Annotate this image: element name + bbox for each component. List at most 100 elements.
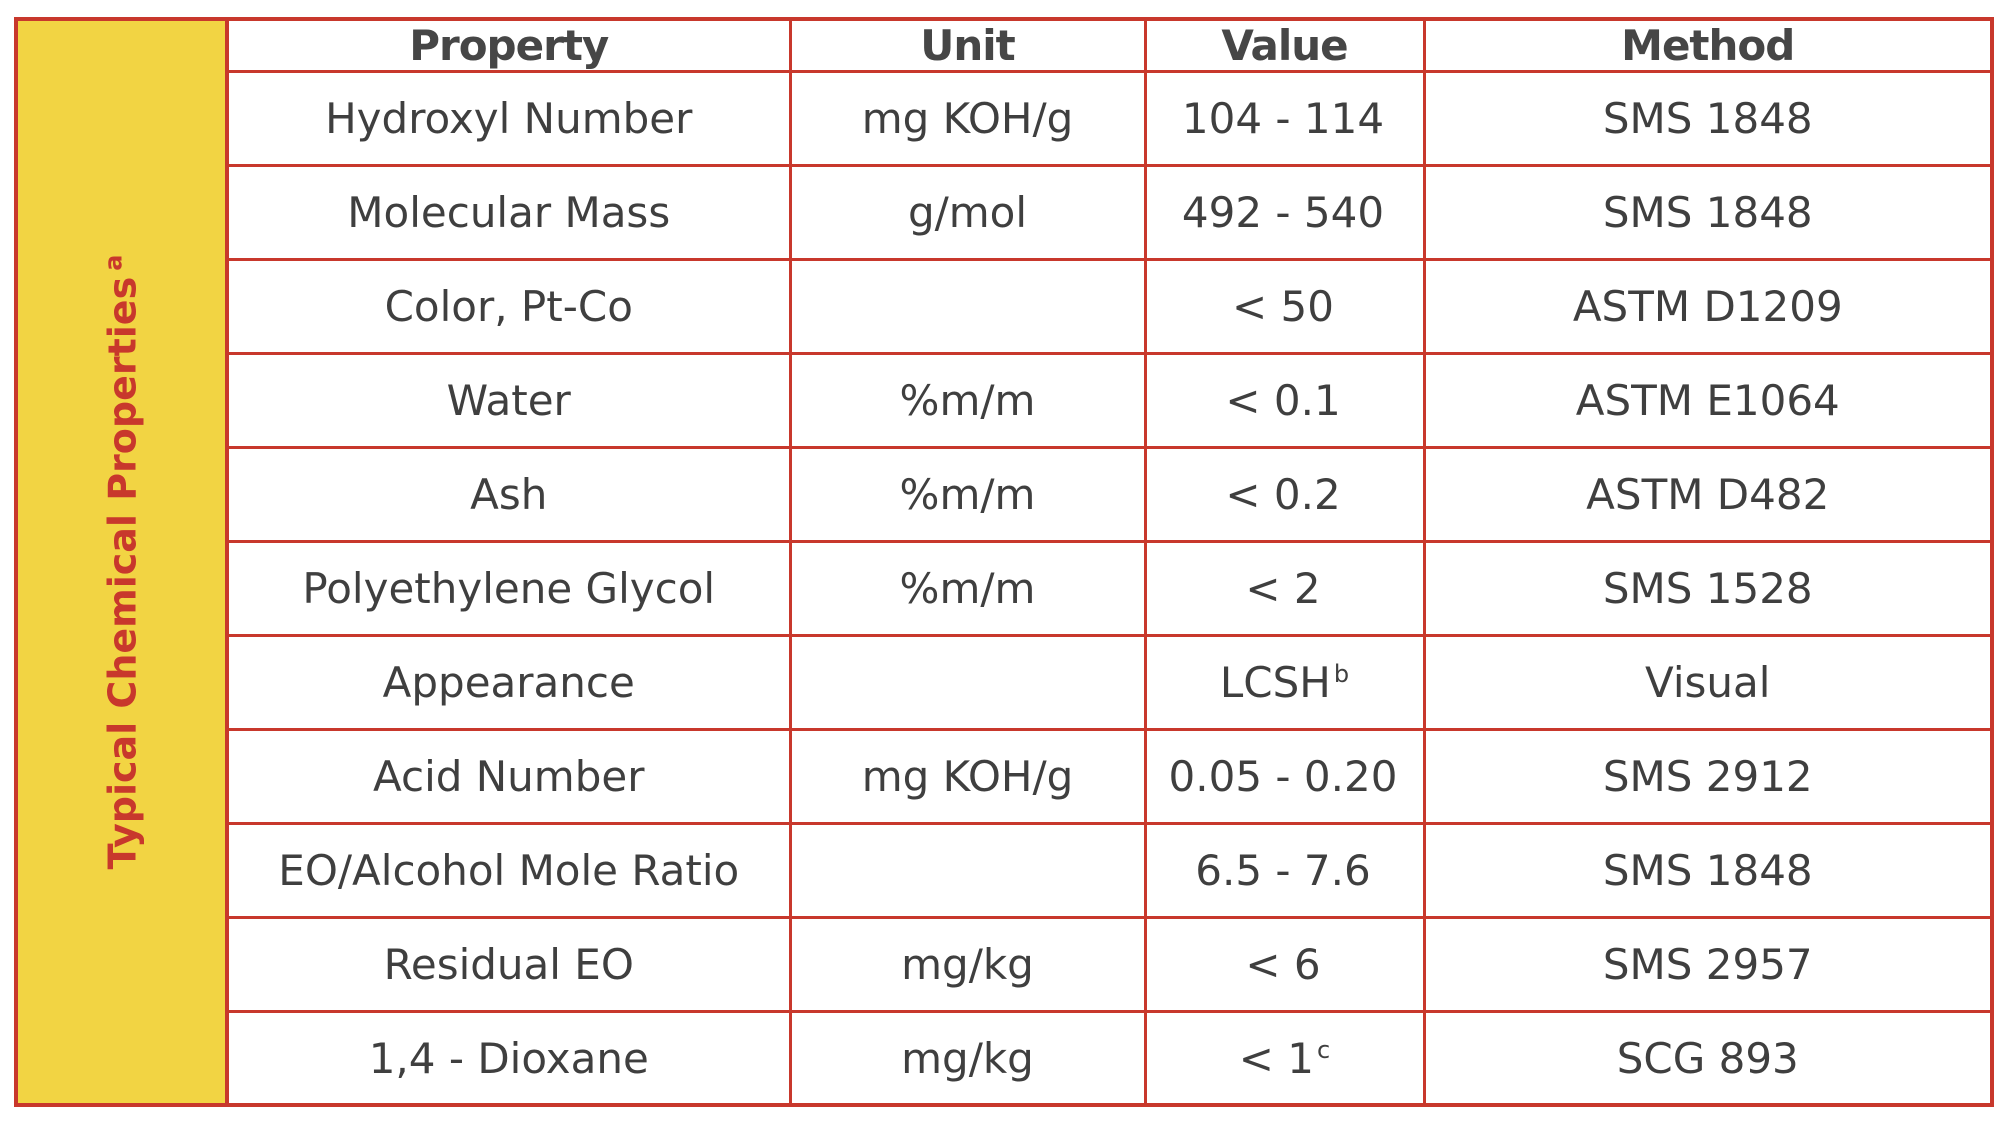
- unit-cell: %m/m: [788, 540, 1147, 638]
- value-cell: LCSH b: [1143, 634, 1426, 732]
- unit-cell: [788, 258, 1147, 356]
- property-cell: Water: [229, 352, 792, 450]
- properties-table: Property Unit Value Method Hydroxyl Numb…: [229, 21, 1990, 1103]
- unit-cell: %m/m: [788, 446, 1147, 544]
- value-cell: < 6: [1143, 916, 1426, 1014]
- unit-cell-text: mg/kg: [901, 940, 1034, 990]
- property-cell: Molecular Mass: [229, 164, 792, 262]
- table-row: Acid Number mg KOH/g 0.05 - 0.20 SMS 2912: [229, 728, 1990, 826]
- properties-panel: Typical Chemical Properties a Property Un…: [14, 17, 1994, 1107]
- unit-cell-text: g/mol: [907, 188, 1028, 238]
- method-cell-text: SMS 2957: [1602, 940, 1813, 990]
- property-cell-text: 1,4 - Dioxane: [368, 1033, 649, 1083]
- value-cell: < 0.1: [1143, 352, 1426, 450]
- method-cell: ASTM E1064: [1422, 352, 1990, 450]
- method-cell-text: SMS 1848: [1602, 846, 1813, 896]
- value-cell-text: 6.5 - 7.6: [1195, 846, 1371, 896]
- unit-cell: mg/kg: [788, 1010, 1147, 1103]
- property-cell-text: EO/Alcohol Mole Ratio: [278, 846, 740, 896]
- unit-cell: [788, 822, 1147, 920]
- value-cell-text: < 6: [1245, 940, 1321, 990]
- property-cell: Appearance: [229, 634, 792, 732]
- method-cell-text: SMS 1528: [1602, 564, 1813, 614]
- property-cell-text: Polyethylene Glycol: [302, 564, 716, 614]
- method-cell-text: Visual: [1645, 658, 1771, 708]
- property-cell: Polyethylene Glycol: [229, 540, 792, 638]
- unit-cell: g/mol: [788, 164, 1147, 262]
- value-cell-text: < 1: [1238, 1033, 1315, 1083]
- method-cell: SMS 1848: [1422, 69, 1990, 168]
- method-cell-text: ASTM D1209: [1572, 282, 1843, 332]
- value-cell: < 0.2: [1143, 446, 1426, 544]
- value-cell: < 2: [1143, 540, 1426, 638]
- value-cell-text: 0.05 - 0.20: [1168, 752, 1398, 802]
- value-cell-text: LCSH: [1219, 658, 1331, 708]
- unit-cell-text: mg/kg: [901, 1033, 1034, 1083]
- table-row: EO/Alcohol Mole Ratio 6.5 - 7.6 SMS 1848: [229, 822, 1990, 920]
- unit-cell-text: %m/m: [899, 376, 1036, 426]
- property-cell-text: Water: [446, 376, 571, 426]
- value-footnote-mark: b: [1333, 660, 1350, 689]
- method-cell: SMS 1848: [1422, 164, 1990, 262]
- value-cell-text: < 50: [1232, 282, 1334, 332]
- header-unit: Unit: [788, 21, 1147, 73]
- property-cell-text: Color, Pt-Co: [384, 282, 633, 332]
- table-row: 1,4 - Dioxane mg/kg < 1 c SCG 893: [229, 1010, 1990, 1103]
- table-row: Water %m/m < 0.1 ASTM E1064: [229, 352, 1990, 450]
- property-cell: 1,4 - Dioxane: [229, 1010, 792, 1103]
- value-cell-text: 492 - 540: [1181, 188, 1385, 238]
- side-label-footnote: a: [99, 254, 128, 271]
- method-cell-text: SMS 1848: [1602, 94, 1813, 143]
- table-row: Polyethylene Glycol %m/m < 2 SMS 1528: [229, 540, 1990, 638]
- header-row: Property Unit Value Method: [229, 21, 1990, 73]
- property-cell-text: Ash: [470, 470, 548, 520]
- property-cell: Color, Pt-Co: [229, 258, 792, 356]
- header-property: Property: [229, 21, 792, 73]
- property-cell-text: Acid Number: [373, 752, 645, 802]
- unit-cell-text: mg KOH/g: [861, 94, 1074, 143]
- table-row: Molecular Mass g/mol 492 - 540 SMS 1848: [229, 164, 1990, 262]
- method-cell: ASTM D482: [1422, 446, 1990, 544]
- side-label: Typical Chemical Properties a: [99, 255, 144, 870]
- unit-cell-text: %m/m: [899, 470, 1036, 520]
- unit-cell-text: %m/m: [899, 564, 1036, 614]
- value-cell: < 50: [1143, 258, 1426, 356]
- value-cell-text: < 2: [1245, 564, 1321, 614]
- method-cell: SMS 2957: [1422, 916, 1990, 1014]
- side-label-band: Typical Chemical Properties a: [18, 21, 229, 1103]
- table-row: Ash %m/m < 0.2 ASTM D482: [229, 446, 1990, 544]
- property-cell: EO/Alcohol Mole Ratio: [229, 822, 792, 920]
- property-cell: Residual EO: [229, 916, 792, 1014]
- method-cell: SMS 1848: [1422, 822, 1990, 920]
- table-row: Color, Pt-Co < 50 ASTM D1209: [229, 258, 1990, 356]
- table-row: Appearance LCSH b Visual: [229, 634, 1990, 732]
- unit-cell: mg KOH/g: [788, 69, 1147, 168]
- method-cell-text: ASTM D482: [1586, 470, 1830, 520]
- unit-cell: mg KOH/g: [788, 728, 1147, 826]
- value-cell: 492 - 540: [1143, 164, 1426, 262]
- value-footnote-mark: c: [1317, 1035, 1331, 1064]
- value-cell-text: < 0.1: [1225, 376, 1341, 426]
- method-cell: ASTM D1209: [1422, 258, 1990, 356]
- header-method: Method: [1422, 21, 1990, 73]
- method-cell-text: SMS 1848: [1602, 188, 1813, 238]
- property-cell: Ash: [229, 446, 792, 544]
- value-cell: 0.05 - 0.20: [1143, 728, 1426, 826]
- unit-cell: mg/kg: [788, 916, 1147, 1014]
- value-cell-text: < 0.2: [1225, 470, 1341, 520]
- table-row: Hydroxyl Number mg KOH/g 104 - 114 SMS 1848: [229, 69, 1990, 168]
- method-cell: Visual: [1422, 634, 1990, 732]
- method-cell: SCG 893: [1422, 1010, 1990, 1103]
- property-cell-text: Molecular Mass: [347, 188, 671, 238]
- table-body: Hydroxyl Number mg KOH/g 104 - 114 SMS 1848…: [229, 69, 1990, 1103]
- property-cell-text: Residual EO: [383, 940, 634, 990]
- table-row: Residual EO mg/kg < 6 SMS 2957: [229, 916, 1990, 1014]
- unit-cell: %m/m: [788, 352, 1147, 450]
- method-cell: SMS 1528: [1422, 540, 1990, 638]
- value-cell-text: 104 - 114: [1181, 94, 1385, 143]
- property-cell: Acid Number: [229, 728, 792, 826]
- method-cell: SMS 2912: [1422, 728, 1990, 826]
- value-cell: 6.5 - 7.6: [1143, 822, 1426, 920]
- method-cell-text: ASTM E1064: [1575, 376, 1840, 426]
